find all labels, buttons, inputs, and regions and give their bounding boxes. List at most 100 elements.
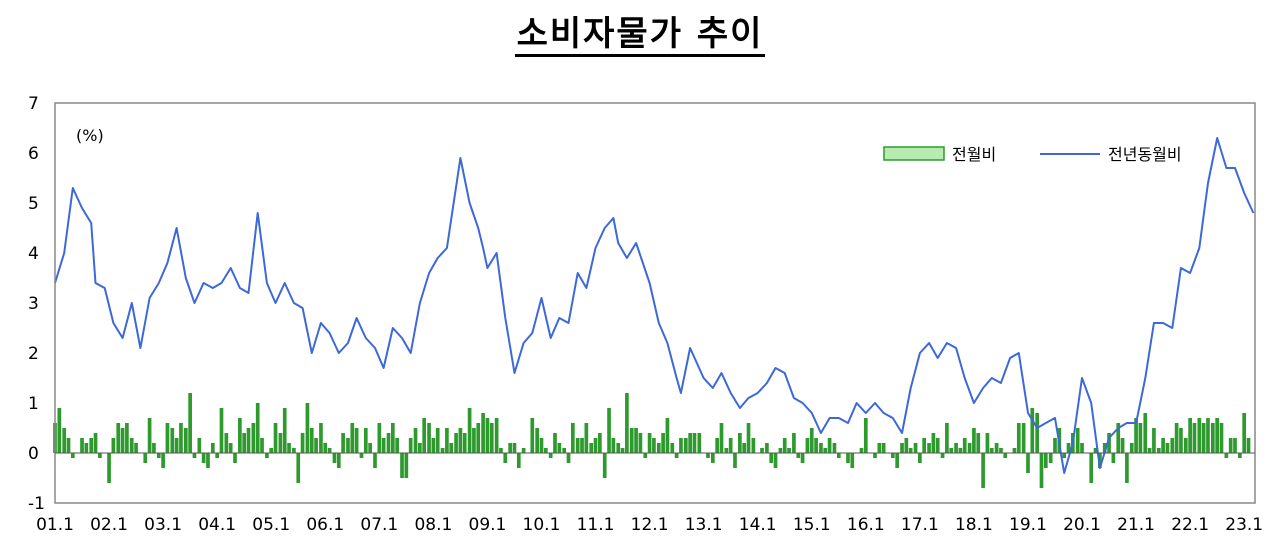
y-tick-label: 5 <box>28 194 39 214</box>
bar-mom <box>485 418 490 453</box>
bar-mom <box>760 448 764 453</box>
bar-mom <box>332 453 337 463</box>
bar-mom <box>152 443 156 453</box>
bar-mom <box>1125 453 1129 483</box>
bar-mom <box>265 453 269 458</box>
bar-mom <box>377 423 382 453</box>
bar-mom <box>1147 448 1152 453</box>
bar-mom <box>84 443 89 453</box>
bar-mom <box>440 448 445 453</box>
bar-mom <box>539 438 544 453</box>
bar-mom <box>282 408 287 453</box>
bar-mom <box>1215 418 1220 453</box>
bar-mom <box>593 438 598 453</box>
bar-mom <box>620 448 625 453</box>
bar-mom <box>724 448 729 453</box>
x-tick-label: 10.1 <box>523 515 561 535</box>
bar-mom <box>972 428 976 453</box>
bar-mom <box>1075 428 1080 453</box>
bar-mom <box>147 418 152 453</box>
x-tick-label: 05.1 <box>252 515 290 535</box>
bar-mom <box>107 453 111 483</box>
line-yoy <box>54 137 1255 474</box>
bar-mom <box>228 443 233 453</box>
bar-mom <box>566 453 571 463</box>
bar-mom <box>1138 423 1143 453</box>
bar-mom <box>1224 453 1229 458</box>
bar-mom <box>1016 423 1021 453</box>
bar-mom <box>287 443 291 453</box>
bar-mom <box>1021 423 1026 453</box>
bar-mom <box>70 453 75 458</box>
bar-mom <box>62 428 67 453</box>
bar-mom <box>201 453 206 463</box>
bar-mom <box>454 433 458 453</box>
x-tick-label: 03.1 <box>144 515 182 535</box>
bar-mom <box>688 433 692 453</box>
plot-frame <box>54 102 1256 504</box>
bar-mom <box>981 453 985 488</box>
bar-mom <box>935 438 940 453</box>
bar-mom <box>458 428 463 453</box>
bar-mom <box>449 443 454 453</box>
bar-mom <box>1242 413 1247 453</box>
bar-mom <box>269 448 274 453</box>
bar-mom <box>661 433 665 453</box>
bar-mom <box>314 438 318 453</box>
bar-mom <box>395 438 400 453</box>
bar-mom <box>814 438 818 453</box>
bar-mom <box>1233 438 1237 453</box>
bar-mom <box>1035 413 1040 453</box>
bar-mom <box>350 423 355 453</box>
bar-mom <box>238 418 242 453</box>
bar-mom <box>116 423 121 453</box>
bar-mom <box>1129 443 1134 453</box>
bar-mom <box>219 408 224 453</box>
bar-mom <box>715 438 720 453</box>
bar-mom <box>125 423 129 453</box>
x-tick-label: 13.1 <box>685 515 723 535</box>
bar-mom <box>1197 418 1202 453</box>
bar-mom <box>292 448 296 453</box>
bar-mom <box>607 408 611 453</box>
bar-mom <box>728 438 733 453</box>
bar-mom <box>746 423 751 453</box>
bar-mom <box>445 428 449 453</box>
bar-mom <box>508 443 512 453</box>
bar-mom <box>692 433 697 453</box>
y-tick-label: 3 <box>28 294 39 314</box>
bar-mom <box>242 433 247 453</box>
bar-mom <box>418 443 422 453</box>
bar-mom <box>697 433 702 453</box>
y-tick-label: 6 <box>28 144 39 164</box>
bar-mom <box>390 423 395 453</box>
bar-mom <box>1228 438 1233 453</box>
bar-mom <box>319 423 323 453</box>
bar-mom <box>589 443 594 453</box>
bar-mom <box>499 448 503 453</box>
bar-mom <box>611 438 616 453</box>
bar-mom <box>859 448 864 453</box>
bar-mom <box>98 453 102 458</box>
bar-mom <box>1188 418 1192 453</box>
bar-mom <box>224 433 229 453</box>
bar-mom <box>863 418 868 453</box>
bar-mom <box>949 448 954 453</box>
bar-mom <box>413 428 418 453</box>
y-tick-label: 2 <box>28 344 39 364</box>
bar-mom <box>738 433 742 453</box>
bar-mom <box>174 438 179 453</box>
bar-mom <box>400 453 404 478</box>
bar-mom <box>210 443 215 453</box>
bar-mom <box>206 453 210 468</box>
bar-mom <box>305 403 310 453</box>
bar-mom <box>323 443 328 453</box>
bar-mom <box>1238 453 1242 458</box>
x-tick-label: 21.1 <box>1117 515 1155 535</box>
bar-mom <box>1210 423 1215 453</box>
bar-mom <box>976 433 981 453</box>
bar-mom <box>683 438 688 453</box>
bar-mom <box>985 433 990 453</box>
bar-mom <box>1107 433 1111 453</box>
bar-mom <box>674 453 679 458</box>
